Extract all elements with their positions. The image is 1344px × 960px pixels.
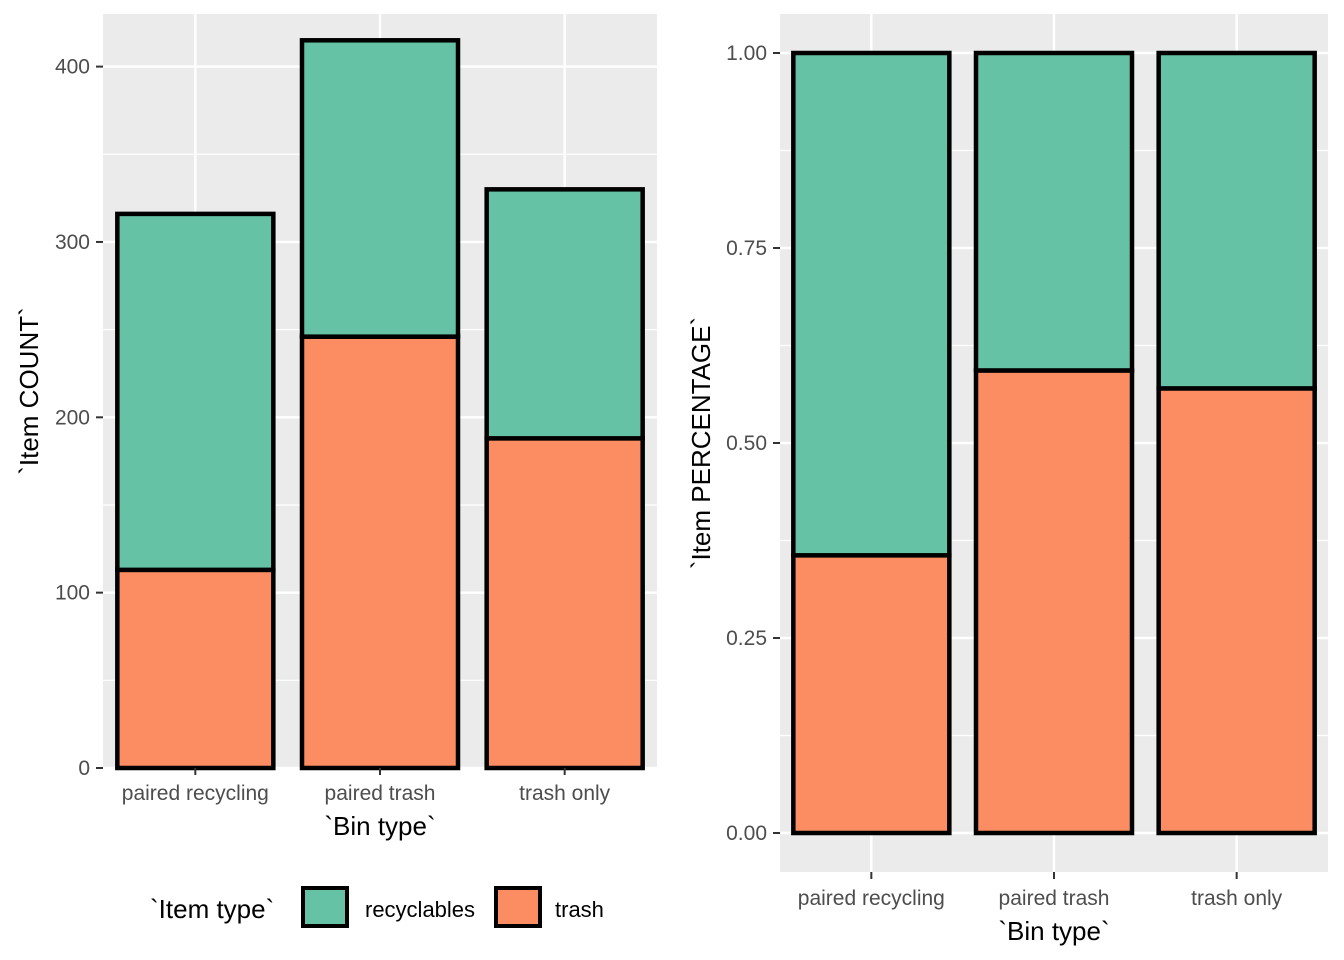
- bar-recyclables-paired-trash: [299, 38, 461, 339]
- y-tick-label: 0.25: [726, 627, 767, 650]
- x-axis-title: `Bin type`: [998, 916, 1109, 946]
- y-tick-label: 0.50: [726, 432, 767, 455]
- y-tick-label: 200: [55, 406, 90, 429]
- bar-trash-paired-recycling: [791, 553, 952, 836]
- y-tick-label: 1.00: [726, 42, 767, 65]
- percentage-chart: 0.00 0.25 0.50 0.75 1.00 paired recycling pair…: [686, 14, 1328, 946]
- x-tick-label: trash only: [1191, 887, 1283, 910]
- bar-recyclables-paired-recycling: [115, 211, 276, 573]
- y-axis-title: `Item COUNT`: [14, 307, 44, 475]
- bar-trash-paired-recycling: [115, 567, 276, 771]
- bar-trash-trash-only: [1156, 386, 1317, 836]
- legend-swatch-trash: [494, 886, 542, 928]
- y-tick-label: 0.00: [726, 822, 767, 845]
- bar-trash-paired-trash: [973, 368, 1135, 836]
- bar-recyclables-paired-recycling: [791, 50, 952, 558]
- x-tick-label: paired trash: [999, 887, 1110, 910]
- bar-recyclables-trash-only: [1156, 50, 1317, 391]
- bar-trash-trash-only: [484, 436, 645, 771]
- legend: `Item type` recyclables trash: [150, 886, 604, 928]
- bar-trash-paired-trash: [299, 334, 461, 771]
- y-axis-title: `Item PERCENTAGE`: [686, 317, 716, 569]
- x-axis-title: `Bin type`: [324, 811, 435, 841]
- y-tick-label: 0.75: [726, 237, 767, 260]
- bar-recyclables-paired-trash: [973, 50, 1135, 373]
- legend-swatch-recyclables: [301, 886, 349, 928]
- legend-label-trash: trash: [555, 897, 604, 922]
- y-tick-label: 300: [55, 231, 90, 254]
- x-tick-label: paired recycling: [122, 782, 269, 805]
- x-tick-label: trash only: [519, 782, 611, 805]
- bar-recyclables-trash-only: [484, 187, 645, 441]
- legend-title: `Item type`: [150, 894, 274, 924]
- count-chart: 0 100 200 300 400 paired recycling paired tras…: [14, 14, 657, 841]
- x-tick-label: paired trash: [325, 782, 436, 805]
- legend-label-recyclables: recyclables: [365, 897, 475, 922]
- y-tick-label: 100: [55, 582, 90, 605]
- y-tick-label: 400: [55, 56, 90, 79]
- x-tick-label: paired recycling: [798, 887, 945, 910]
- y-tick-label: 0: [78, 757, 90, 780]
